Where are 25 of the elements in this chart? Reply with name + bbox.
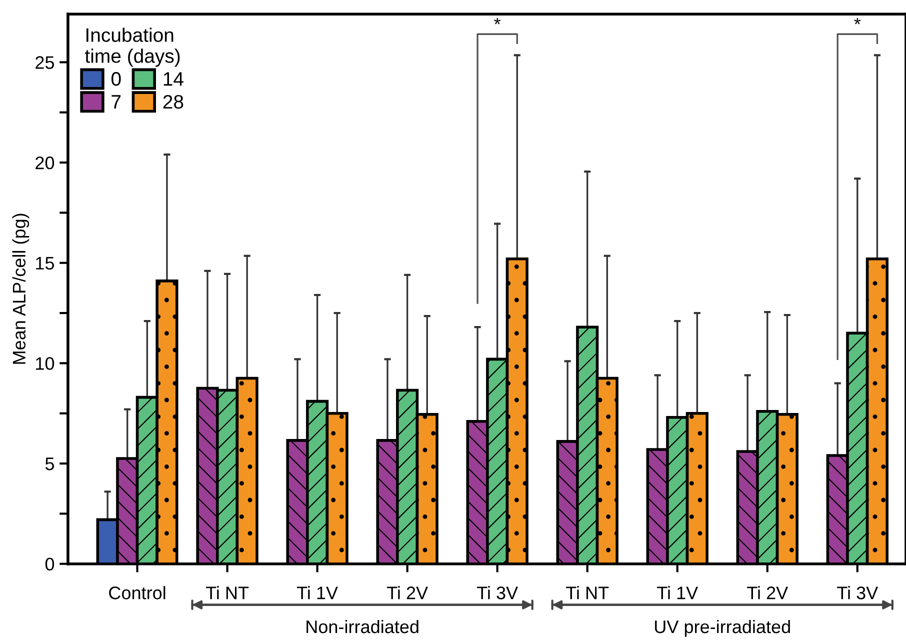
x-tick-label: Ti 2V [747, 586, 788, 600]
y-axis-title: Mean ALP/cell (pg) [12, 214, 30, 364]
y-tick-label: 10 [36, 357, 54, 370]
x-tick-label: Ti NT [566, 586, 609, 600]
y-tick-label: 5 [45, 458, 54, 470]
x-tick-label: Ti 1V [296, 586, 338, 600]
legend-label: 0 [111, 72, 121, 86]
x-tick-label: Ti NT [206, 586, 249, 600]
text: Non-irradiated [306, 620, 418, 634]
x-tick-label: Control [109, 586, 166, 600]
x-tick-label: Ti 1V [657, 586, 698, 600]
legend-label: 14 [164, 72, 184, 86]
y-tick-label: 0 [45, 558, 54, 571]
annotation: * [854, 18, 861, 24]
x-tick-label: Ti 3V [837, 586, 878, 600]
text: UV pre-irradiated [655, 620, 790, 637]
y-tick-label: 15 [36, 256, 54, 270]
legend-label: 28 [163, 94, 184, 109]
legend-label: 7 [112, 95, 121, 109]
legend-title: Incubation time (days) [85, 28, 180, 67]
y-tick-label: 25 [36, 56, 54, 69]
x-tick-label: Ti 2V [386, 586, 428, 600]
annotation: * [494, 18, 501, 24]
x-tick-label: Ti 3V [477, 586, 518, 600]
y-tick-label: 20 [36, 156, 54, 170]
